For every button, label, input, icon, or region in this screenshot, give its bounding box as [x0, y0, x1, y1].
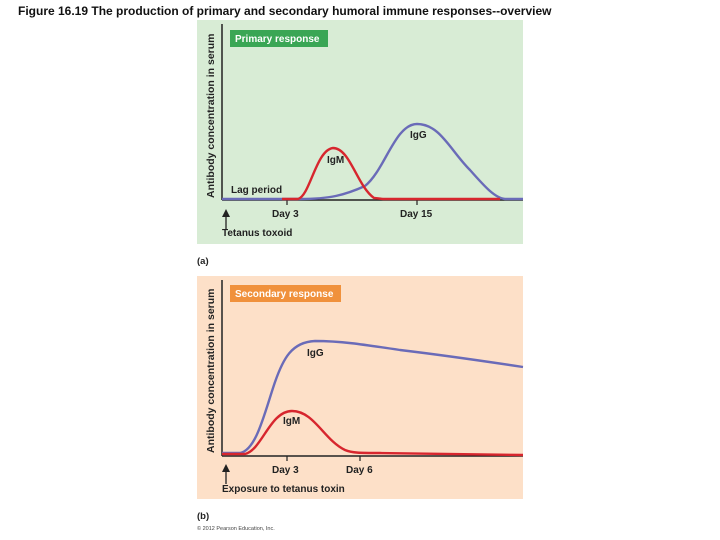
panel-a-igm-label: IgM — [327, 155, 344, 166]
panel-a-letter: (a) — [197, 256, 209, 267]
panel-a-igg-curve — [222, 122, 523, 201]
copyright-notice: © 2012 Pearson Education, Inc. — [197, 525, 275, 532]
panel-a-antigen-arrow-head — [222, 209, 230, 217]
panel-a-antigen-label: Tetanus toxoid — [222, 228, 292, 239]
panel-b-letter: (b) — [197, 511, 209, 522]
panel-b-antigen-arrow-head — [222, 464, 230, 472]
panel-b-tick-label-day3: Day 3 — [272, 465, 299, 476]
panel-a: Primary response Antibody concentration … — [197, 20, 523, 267]
panel-b-igm-curve — [222, 409, 524, 457]
panel-a-igm-curve — [282, 146, 500, 201]
panel-b-igg-curve — [222, 339, 524, 455]
panel-a-badge — [230, 30, 328, 47]
panel-a-y-axis-label: Antibody concentration in serum — [205, 33, 217, 198]
panel-b-antigen-label: Exposure to tetanus toxin — [222, 484, 345, 495]
panel-b-tick-label-day6: Day 6 — [346, 465, 373, 476]
panel-a-background — [197, 20, 523, 244]
panel-b-badge — [230, 285, 341, 302]
panel-a-igg-label: IgG — [410, 130, 427, 141]
panel-b-background — [197, 276, 523, 499]
panel-b-y-axis-label: Antibody concentration in serum — [205, 288, 217, 453]
panel-b: Secondary response Antibody concentratio… — [197, 276, 524, 522]
panel-b-badge-text: Secondary response — [235, 289, 334, 300]
panel-b-igg-label: IgG — [307, 348, 324, 359]
panel-a-tick-label-day15: Day 15 — [400, 209, 433, 220]
panel-b-igm-label: IgM — [283, 416, 300, 427]
panel-a-lag-label: Lag period — [231, 185, 282, 196]
panel-a-badge-text: Primary response — [235, 34, 320, 45]
figure-title: Figure 16.19 The production of primary a… — [18, 4, 552, 18]
panel-a-tick-label-day3: Day 3 — [272, 209, 299, 220]
